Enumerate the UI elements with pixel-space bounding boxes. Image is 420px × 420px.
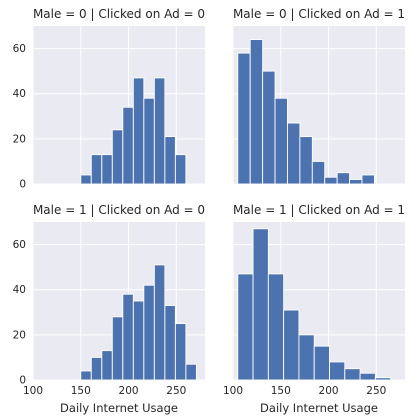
histogram-bar [274,97,288,185]
histogram-bar [361,174,375,185]
panel-title: Male = 1 | Clicked on Ad = 0 [33,203,205,217]
y-tick-label: 0 [19,375,26,387]
histogram-bar [164,305,176,381]
x-tick-label: 250 [166,385,186,397]
histogram-bar [374,377,392,381]
histogram-bar [299,136,313,185]
histogram-bar [101,350,113,381]
histogram-bar [164,136,176,185]
histogram-bar [252,228,269,381]
histogram-bar [287,122,301,185]
histogram-bar [313,345,330,381]
histogram-bar [143,97,155,185]
facet-panel-1: Male = 0 | Clicked on Ad = 0 0 20 40 60 [13,7,205,191]
histogram-bar [132,300,145,381]
histogram-bar [90,356,103,381]
x-tick-label: 200 [319,385,339,397]
x-tick-label: 250 [366,385,386,397]
histogram-bar [311,160,326,185]
y-tick-label: 40 [13,284,26,296]
histogram-bar [80,174,92,185]
histogram-bar [122,106,134,185]
panel-title: Male = 0 | Clicked on Ad = 0 [33,7,205,21]
histogram-bar [185,363,197,381]
facet-panel-2: Male = 0 | Clicked on Ad = 1 [232,7,405,185]
histogram-bar [336,172,351,185]
histogram-bar [344,368,361,381]
x-tick-label: 150 [271,385,291,397]
histogram-bar [349,179,363,185]
histogram-bar [324,176,338,185]
histogram-bar [153,264,166,381]
histogram-bar [262,70,276,185]
y-tick-label: 0 [19,179,26,191]
x-tick-label: 100 [223,385,243,397]
x-axis-label: Daily Internet Usage [60,401,178,415]
histogram-bar [111,316,124,381]
facet-panel-4: Male = 1 | Clicked on Ad = 1 100 150 200 250… [223,203,405,415]
facet-panel-3: Male = 1 | Clicked on Ad = 0 0 20 40 60 100 15… [13,203,205,415]
panel-title: Male = 1 | Clicked on Ad = 1 [233,203,405,217]
x-tick-label: 100 [23,385,43,397]
panel-title: Male = 0 | Clicked on Ad = 1 [233,7,405,21]
y-tick-label: 60 [13,239,26,251]
y-tick-label: 20 [13,329,26,341]
histogram-bar [174,154,187,185]
histogram-bar [283,309,300,381]
histogram-bar [329,361,346,381]
histogram-bar [101,154,113,185]
histogram-bar [237,52,251,185]
y-tick-label: 40 [13,88,26,100]
histogram-bar [298,334,315,381]
histogram-bar [132,77,145,185]
histogram-bar [122,293,134,381]
y-tick-label: 60 [13,43,26,55]
histogram-bar [153,77,166,185]
histogram-bar [267,273,285,381]
histogram-bar [80,370,92,381]
histogram-bar [359,372,376,381]
histogram-bar [90,154,103,185]
x-tick-label: 200 [119,385,139,397]
x-axis-label: Daily Internet Usage [260,401,378,415]
histogram-bar [111,129,124,185]
histogram-bar [174,323,187,381]
histogram-bar [143,284,155,381]
x-tick-label: 150 [71,385,91,397]
y-tick-label: 20 [13,133,26,145]
histogram-bar [237,273,254,381]
histogram-bar [249,39,264,185]
